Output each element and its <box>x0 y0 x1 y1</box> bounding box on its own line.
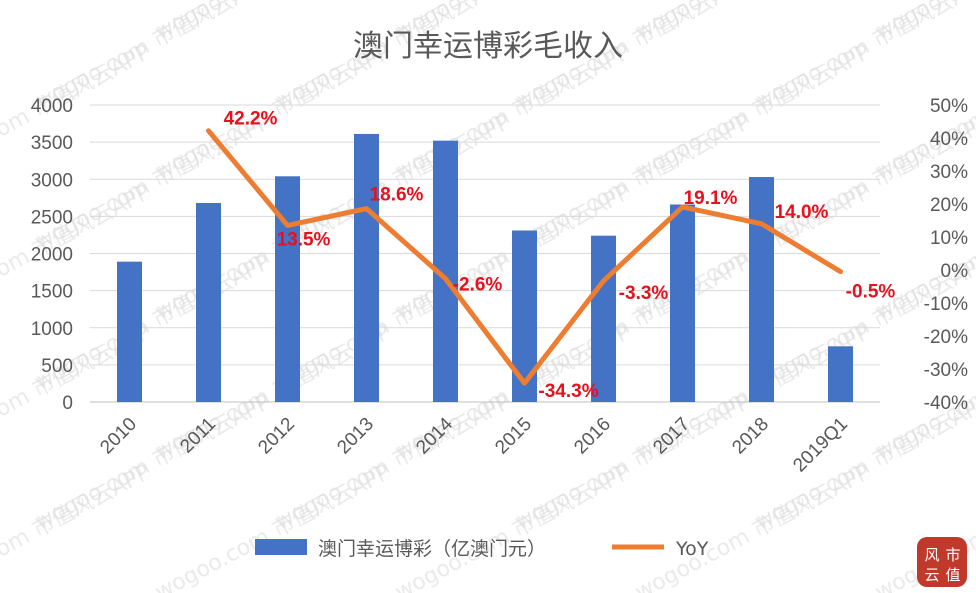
y-left-tick-label: 3000 <box>31 170 73 191</box>
bar <box>196 203 221 402</box>
legend: 澳门幸运博彩（亿澳门元） YoY <box>255 538 709 560</box>
y-left-tick-label: 2500 <box>31 207 73 228</box>
yoy-data-label: 42.2% <box>224 109 278 130</box>
data-labels: 42.2% 13.5% 18.6% -2.6% -34.3% -3.3% 19.1% 14.0… <box>224 109 896 402</box>
y-left-tick-label: 1000 <box>31 319 73 340</box>
right-axis-ticks: -40% -30% -20% -10% 0% 10% 20% 30% 40% 50% <box>924 96 968 414</box>
y-right-tick-label: 50% <box>930 96 968 117</box>
bar-series <box>117 133 853 402</box>
yoy-data-label: 13.5% <box>277 229 331 250</box>
legend-bar-label: 澳门幸运博彩（亿澳门元） <box>318 538 546 560</box>
bar <box>117 261 142 402</box>
stamp-char-3: 市 <box>945 546 960 564</box>
y-left-tick-label: 0 <box>62 393 73 414</box>
y-right-tick-label: 10% <box>930 228 968 249</box>
yoy-line <box>206 128 843 386</box>
legend-line-label: YoY <box>675 538 709 560</box>
y-right-tick-label: 0% <box>941 261 969 282</box>
y-left-tick-label: 500 <box>41 356 73 377</box>
chart-title: 澳门幸运博彩毛收入 <box>353 29 623 64</box>
y-right-tick-label: -30% <box>924 360 968 381</box>
y-left-tick-label: 1500 <box>31 282 73 303</box>
yoy-data-label: -0.5% <box>846 282 896 303</box>
yoy-data-label: -34.3% <box>538 381 598 402</box>
yoy-data-label: 14.0% <box>775 202 829 223</box>
stamp-char-1: 风 <box>924 546 939 564</box>
y-right-tick-label: 30% <box>930 162 968 183</box>
y-right-tick-label: 40% <box>930 129 968 150</box>
yoy-data-label: 18.6% <box>370 185 424 206</box>
yoy-data-label: 19.1% <box>684 188 738 209</box>
y-left-tick-label: 2000 <box>31 245 73 266</box>
y-left-tick-label: 3500 <box>31 133 73 154</box>
bar <box>591 235 616 402</box>
gridlines <box>90 104 880 403</box>
bar <box>828 346 853 402</box>
y-right-tick-label: -40% <box>924 393 968 414</box>
bar <box>354 133 379 402</box>
bar <box>512 230 537 402</box>
y-left-tick-label: 4000 <box>31 96 73 117</box>
yoy-data-label: -2.6% <box>453 275 503 296</box>
yoy-line-series <box>206 128 843 386</box>
bar <box>275 176 300 402</box>
stamp-background <box>917 537 967 587</box>
y-right-tick-label: -10% <box>924 294 968 315</box>
y-right-tick-label: 20% <box>930 195 968 216</box>
stamp-logo: 风 云 市 值 <box>917 537 967 587</box>
yoy-data-label: -3.3% <box>619 283 669 304</box>
y-right-tick-label: -20% <box>924 327 968 348</box>
left-axis-ticks: 0 500 1000 1500 2000 2500 3000 3500 4000 <box>31 96 73 414</box>
stamp-char-4: 值 <box>945 566 960 584</box>
legend-bar-swatch <box>255 539 307 555</box>
bar <box>749 177 774 402</box>
stamp-char-2: 云 <box>924 566 939 584</box>
bar <box>670 204 695 402</box>
